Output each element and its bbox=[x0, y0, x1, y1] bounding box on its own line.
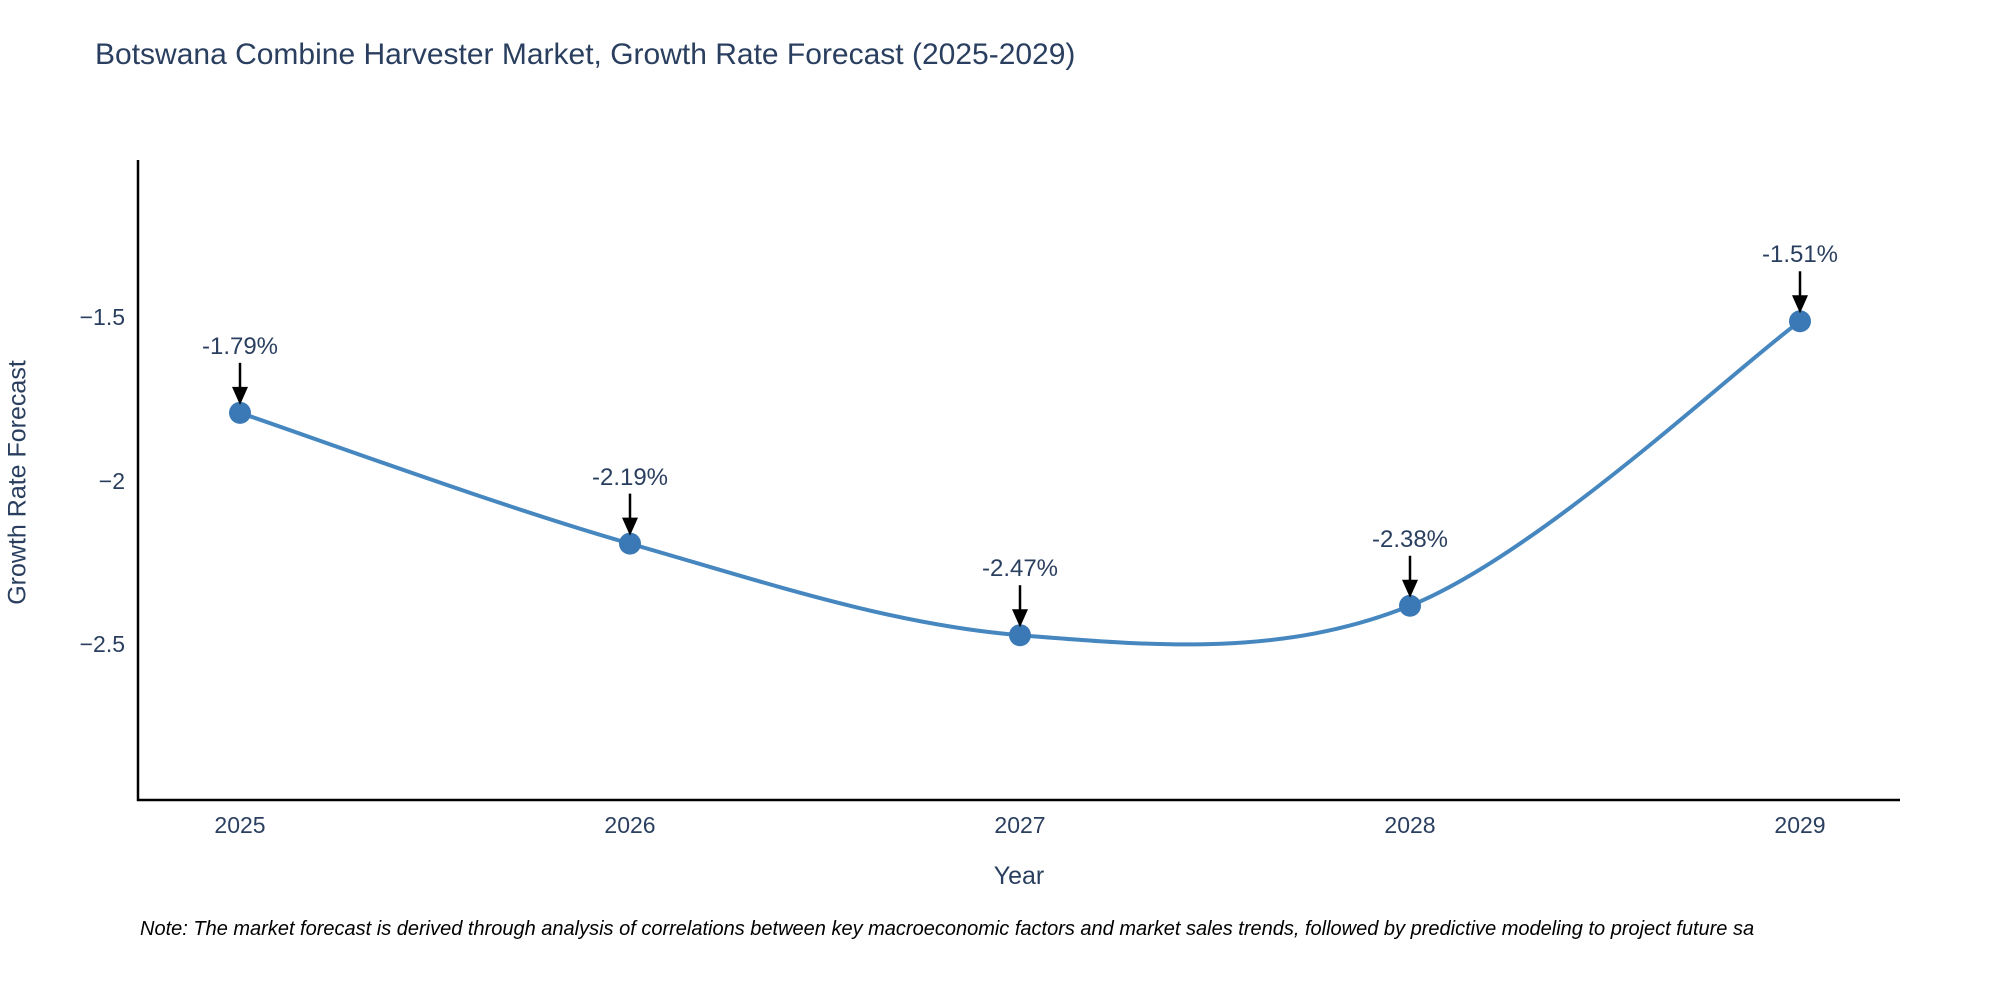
y-tick-label: −2.5 bbox=[79, 631, 125, 657]
annotation-arrowhead bbox=[1792, 295, 1808, 314]
axis-lines bbox=[136, 160, 1900, 802]
annotation-arrows bbox=[232, 271, 1808, 628]
chart-title: Botswana Combine Harvester Market, Growt… bbox=[95, 38, 1076, 71]
data-point-markers bbox=[229, 310, 1811, 647]
x-tick-label: 2028 bbox=[1384, 812, 1436, 838]
annotation-arrowhead bbox=[1402, 579, 1418, 598]
annotation-arrowhead bbox=[232, 386, 248, 405]
annotation-arrowhead bbox=[1012, 609, 1028, 628]
annotation-arrowhead bbox=[622, 517, 638, 536]
x-tick-label: 2025 bbox=[214, 812, 266, 838]
data-point-marker bbox=[619, 532, 641, 555]
point-annotation: -1.79% bbox=[201, 332, 279, 360]
x-tick-label: 2029 bbox=[1774, 812, 1826, 838]
data-point-marker bbox=[229, 401, 251, 424]
y-axis-title: Growth Rate Forecast bbox=[3, 360, 32, 605]
point-annotation: -2.19% bbox=[591, 463, 669, 491]
point-annotation: -2.47% bbox=[981, 555, 1059, 583]
y-tick-label: −1.5 bbox=[79, 304, 125, 330]
data-point-marker bbox=[1009, 624, 1031, 647]
footnote: Note: The market forecast is derived thr… bbox=[140, 918, 1755, 940]
point-annotation: -1.51% bbox=[1761, 241, 1839, 269]
data-point-marker bbox=[1789, 310, 1811, 333]
data-point-marker bbox=[1399, 594, 1421, 617]
x-tick-label: 2026 bbox=[604, 812, 656, 838]
x-tick-label: 2027 bbox=[994, 812, 1046, 838]
x-axis-title: Year bbox=[993, 862, 1045, 890]
y-tick-label: −2 bbox=[98, 467, 125, 494]
point-annotation: -2.38% bbox=[1371, 525, 1449, 553]
